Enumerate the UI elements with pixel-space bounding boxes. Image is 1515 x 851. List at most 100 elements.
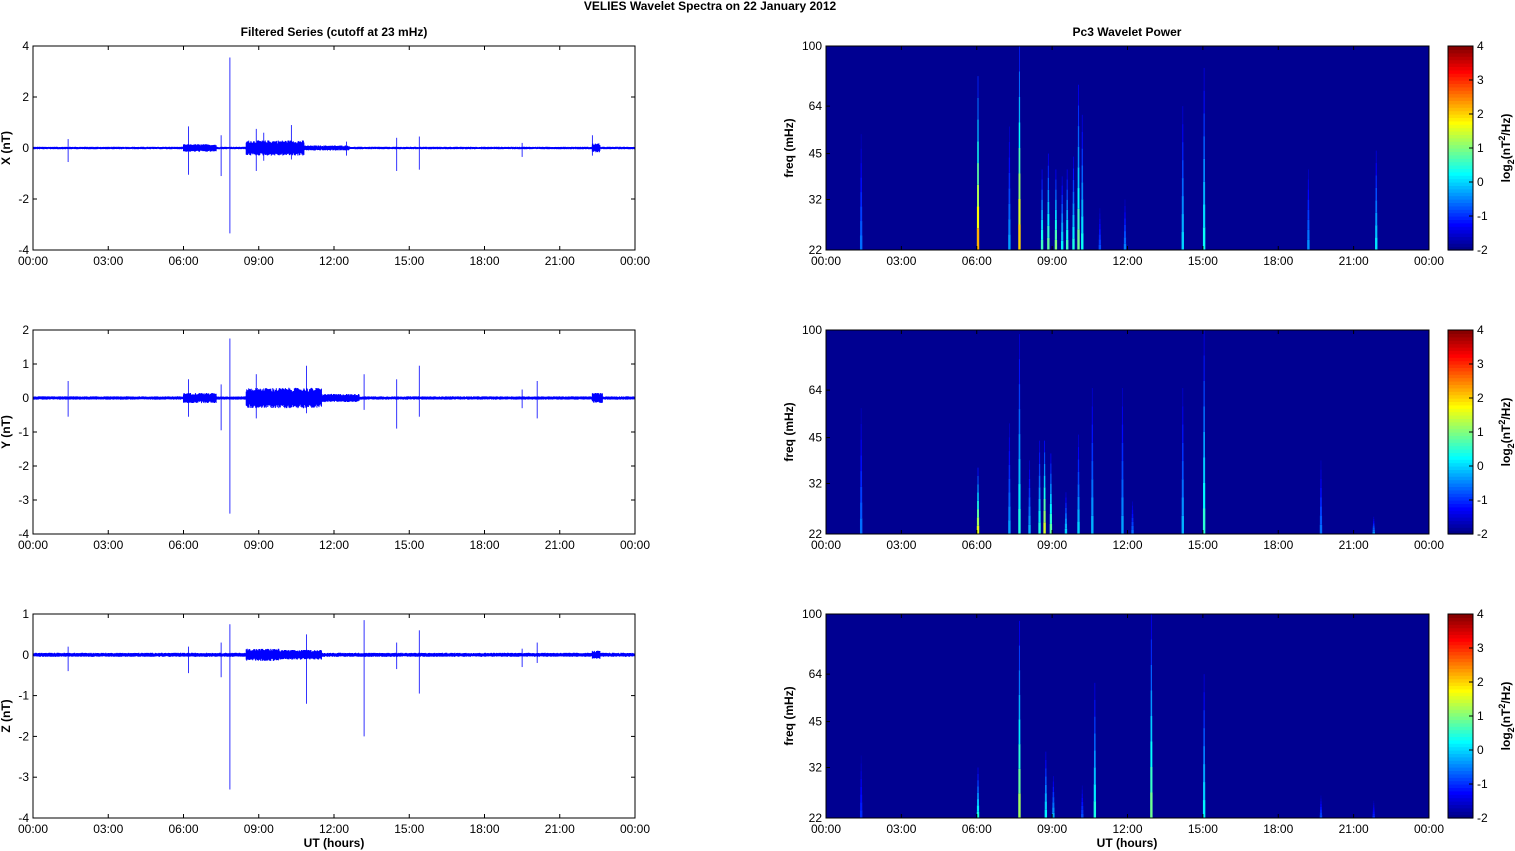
- y-tick-label-0-0: -4: [18, 243, 29, 257]
- colorbar-swatch-2-3: [1448, 804, 1473, 809]
- freq-tick-label-0-0: 22: [809, 243, 823, 257]
- left-x-tick-label-0-6: 18:00: [469, 254, 499, 268]
- colorbar-swatch-0-55: [1448, 59, 1473, 64]
- colorbar-swatch-1-7: [1448, 506, 1473, 511]
- colorbar-swatch-2-57: [1448, 620, 1473, 625]
- colorbar-swatch-1-51: [1448, 357, 1473, 362]
- colorbar-swatch-0-59: [1448, 46, 1473, 50]
- colorbar-swatch-2-27: [1448, 722, 1473, 727]
- y-tick-label-0-1: -2: [18, 192, 29, 206]
- right-x-tick-label-1-4: 12:00: [1112, 538, 1142, 552]
- freq-tick-label-2-0: 22: [809, 811, 823, 825]
- left-x-tick-label-2-6: 18:00: [469, 822, 499, 836]
- colorbar-swatch-2-30: [1448, 712, 1473, 717]
- colorbar-swatch-2-45: [1448, 661, 1473, 666]
- colorbar-swatch-2-58: [1448, 617, 1473, 622]
- colorbar-swatch-0-43: [1448, 100, 1473, 105]
- colorbar-swatch-1-32: [1448, 421, 1473, 426]
- left-x-tick-label-2-1: 03:00: [93, 822, 123, 836]
- colorbar-swatch-2-33: [1448, 702, 1473, 707]
- colorbar-swatch-2-41: [1448, 675, 1473, 680]
- colorbar-swatch-2-13: [1448, 770, 1473, 775]
- colorbar-swatch-1-53: [1448, 350, 1473, 355]
- colorbar-tick-label-2-3: 1: [1477, 709, 1484, 723]
- colorbar-swatch-0-15: [1448, 195, 1473, 200]
- colorbar-swatch-0-37: [1448, 120, 1473, 125]
- right-x-tick-label-1-8: 00:00: [1414, 538, 1444, 552]
- colorbar-swatch-0-27: [1448, 154, 1473, 159]
- spectrogram-background-0: [826, 46, 1429, 250]
- colorbar-swatch-1-20: [1448, 462, 1473, 467]
- series-axes-frame-0: [32, 45, 636, 251]
- colorbar-tick-label-1-6: 4: [1477, 323, 1484, 337]
- left-x-tick-label-1-6: 18:00: [469, 538, 499, 552]
- colorbar-swatch-1-36: [1448, 408, 1473, 413]
- right-x-axis-label: UT (hours): [1097, 836, 1158, 850]
- colorbar-swatch-1-42: [1448, 387, 1473, 392]
- colorbar-swatch-0-50: [1448, 76, 1473, 81]
- colorbar-swatch-1-22: [1448, 455, 1473, 460]
- colorbar-swatch-1-0: [1448, 530, 1473, 535]
- colorbar-swatch-2-14: [1448, 767, 1473, 771]
- colorbar-label-part-1-3: 2: [1497, 420, 1507, 425]
- freq-tick-label-0-2: 45: [809, 147, 823, 161]
- right-x-tick-label-2-5: 15:00: [1188, 822, 1218, 836]
- freq-tick-label-2-1: 32: [809, 761, 823, 775]
- colorbar-tick-label-2-1: -1: [1477, 777, 1488, 791]
- y-tick-label-2-0: -4: [18, 811, 29, 825]
- freq-tick-label-2-3: 64: [809, 667, 823, 681]
- colorbar-label-part-2-1: 2: [1506, 727, 1515, 732]
- colorbar-swatch-1-16: [1448, 476, 1473, 481]
- colorbar-swatch-1-30: [1448, 428, 1473, 433]
- colorbar-swatch-2-47: [1448, 654, 1473, 659]
- freq-tick-label-1-1: 32: [809, 477, 823, 491]
- right-x-tick-label-0-1: 03:00: [886, 254, 916, 268]
- colorbar-swatch-2-24: [1448, 733, 1473, 737]
- colorbar-swatch-1-59: [1448, 330, 1473, 334]
- left-x-tick-label-0-7: 21:00: [545, 254, 575, 268]
- colorbar-swatch-0-24: [1448, 165, 1473, 169]
- y-tick-label-2-2: -2: [18, 729, 29, 743]
- y-tick-label-1-0: -4: [18, 527, 29, 541]
- right-column-title: Pc3 Wavelet Power: [1073, 25, 1182, 39]
- right-x-tick-label-1-7: 21:00: [1339, 538, 1369, 552]
- colorbar-swatch-1-19: [1448, 466, 1473, 470]
- colorbar-tick-label-2-5: 3: [1477, 641, 1484, 655]
- colorbar-swatch-0-23: [1448, 168, 1473, 173]
- colorbar-tick-label-1-2: 0: [1477, 459, 1484, 473]
- right-x-tick-label-2-4: 12:00: [1112, 822, 1142, 836]
- colorbar-swatch-1-13: [1448, 486, 1473, 491]
- colorbar-swatch-0-5: [1448, 229, 1473, 234]
- series-y-label-1: Y (nT): [0, 415, 13, 449]
- colorbar-swatch-1-46: [1448, 374, 1473, 379]
- left-x-tick-label-0-3: 09:00: [244, 254, 274, 268]
- freq-tick-label-1-3: 64: [809, 383, 823, 397]
- colorbar-swatch-1-55: [1448, 343, 1473, 348]
- colorbar-tick-label-0-4: 2: [1477, 107, 1484, 121]
- spectrogram-y-label-0: freq (mHz): [782, 118, 796, 177]
- colorbar-swatch-0-8: [1448, 219, 1473, 224]
- colorbar-label-part-0-4: /Hz): [1499, 114, 1513, 136]
- right-x-tick-label-2-7: 21:00: [1339, 822, 1369, 836]
- colorbar-swatch-0-53: [1448, 66, 1473, 71]
- right-x-tick-label-1-1: 03:00: [886, 538, 916, 552]
- freq-tick-label-1-2: 45: [809, 431, 823, 445]
- colorbar-swatch-0-51: [1448, 73, 1473, 78]
- colorbar-swatch-1-5: [1448, 513, 1473, 518]
- colorbar-tick-label-1-0: -2: [1477, 527, 1488, 541]
- right-x-tick-label-1-5: 15:00: [1188, 538, 1218, 552]
- colorbar-swatch-1-25: [1448, 445, 1473, 450]
- colorbar-swatch-1-31: [1448, 425, 1473, 430]
- colorbar-label-part-0-1: 2: [1506, 159, 1515, 164]
- colorbar-swatch-1-40: [1448, 394, 1473, 399]
- spectrogram-background-2: [826, 614, 1429, 818]
- colorbar-swatch-1-2: [1448, 523, 1473, 528]
- colorbar-swatch-1-21: [1448, 459, 1473, 464]
- right-x-tick-label-1-6: 18:00: [1263, 538, 1293, 552]
- colorbar-swatch-2-7: [1448, 790, 1473, 795]
- series-y-label-2: Z (nT): [0, 699, 13, 732]
- colorbar-swatch-2-54: [1448, 631, 1473, 635]
- colorbar-swatch-2-2: [1448, 807, 1473, 812]
- colorbar-swatch-0-20: [1448, 178, 1473, 183]
- y-tick-label-0-2: 0: [22, 141, 29, 155]
